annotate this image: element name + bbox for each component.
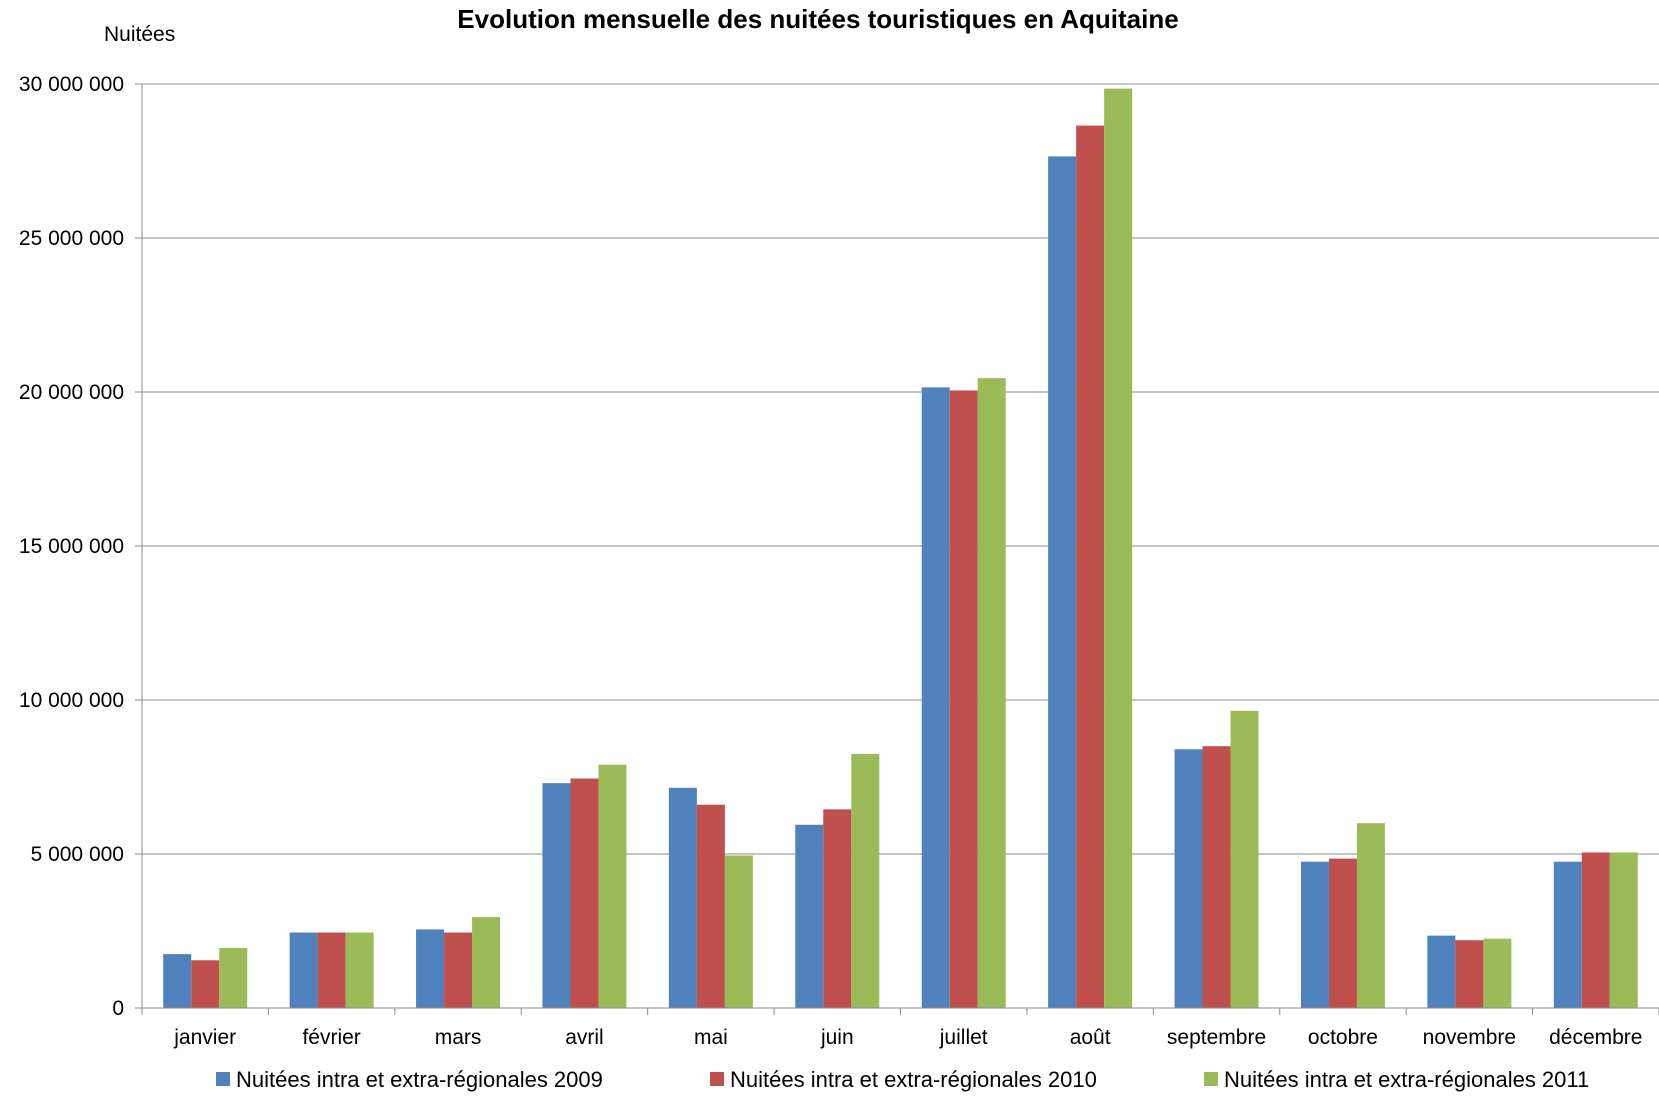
legend-swatch (1204, 1072, 1218, 1086)
bar (1553, 861, 1582, 1008)
legend-label: Nuitées intra et extra-régionales 2010 (730, 1067, 1097, 1092)
bars (163, 88, 1638, 1009)
chart-title: Evolution mensuelle des nuitées touristi… (457, 4, 1178, 34)
bar (444, 932, 473, 1008)
x-tick-label: septembre (1167, 1026, 1266, 1049)
bar (416, 929, 445, 1008)
bar (1202, 746, 1231, 1008)
x-tick-label: novembre (1423, 1026, 1516, 1049)
x-tick-label: octobre (1308, 1026, 1378, 1049)
x-tick-label: février (302, 1026, 360, 1049)
bar (696, 804, 725, 1008)
bar (163, 954, 192, 1008)
legend: Nuitées intra et extra-régionales 2009 Nu… (216, 1067, 1589, 1092)
tick-labels: 0 5 000 000 10 000 000 15 000 000 20 000 000… (19, 73, 1643, 1049)
bar (1356, 823, 1385, 1008)
y-tick-label: 5 000 000 (31, 843, 124, 866)
legend-swatch (216, 1072, 230, 1086)
bar (472, 917, 501, 1008)
bar (949, 390, 978, 1009)
bar (1104, 88, 1133, 1009)
bar (668, 787, 697, 1008)
bar (823, 809, 852, 1008)
bar (851, 753, 880, 1008)
bar (1609, 852, 1638, 1008)
bar (1455, 940, 1484, 1008)
y-tick-label: 20 000 000 (19, 381, 124, 404)
bar (1048, 156, 1077, 1008)
y-axis-label: Nuitées (104, 23, 175, 46)
bar (570, 778, 599, 1008)
bar (191, 960, 220, 1008)
x-tick-label: mars (435, 1026, 482, 1049)
x-tick-label: janvier (173, 1026, 236, 1049)
x-tick-label: juin (820, 1026, 854, 1049)
x-tick-label: juillet (939, 1026, 988, 1049)
y-tick-label: 15 000 000 (19, 535, 124, 558)
bar (1427, 935, 1456, 1008)
y-tick-label: 10 000 000 (19, 689, 124, 712)
bar (921, 387, 950, 1008)
bar (1581, 852, 1610, 1008)
legend-label: Nuitées intra et extra-régionales 2011 (1224, 1067, 1589, 1092)
bar (289, 932, 318, 1008)
bar (1076, 125, 1105, 1008)
x-tick-label: avril (565, 1026, 604, 1049)
bar (724, 855, 753, 1008)
y-tick-label: 30 000 000 (19, 73, 124, 96)
x-tick-label: août (1070, 1026, 1111, 1049)
axes (135, 83, 1659, 1015)
bar (795, 824, 824, 1008)
bar (598, 764, 627, 1008)
x-tick-label: mai (694, 1026, 728, 1049)
bar (1300, 861, 1329, 1008)
legend-label: Nuitées intra et extra-régionales 2009 (236, 1067, 603, 1092)
bar (1174, 749, 1203, 1008)
bar (542, 783, 571, 1008)
legend-swatch (710, 1072, 724, 1086)
y-tick-label: 25 000 000 (19, 227, 124, 250)
bar (1483, 938, 1512, 1008)
bar (317, 932, 346, 1008)
gridlines (142, 83, 1659, 855)
bar (219, 947, 248, 1008)
bar (977, 378, 1006, 1008)
y-tick-label: 0 (112, 997, 124, 1020)
bar (345, 932, 374, 1008)
x-tick-label: décembre (1549, 1026, 1642, 1049)
bar (1230, 710, 1259, 1008)
bar (1328, 858, 1357, 1008)
